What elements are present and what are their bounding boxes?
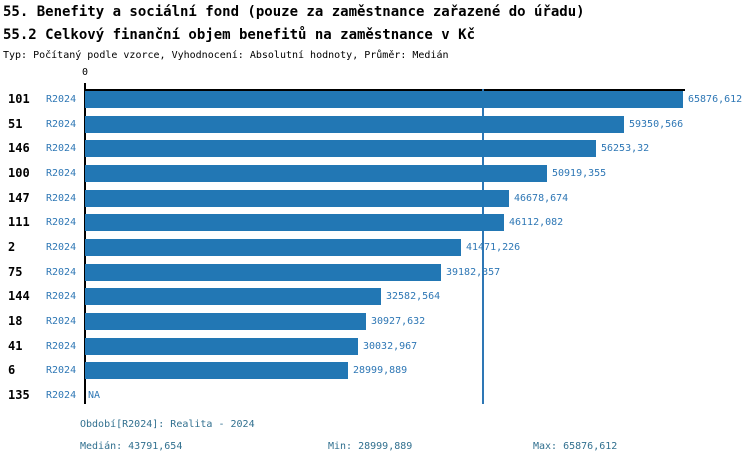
bar-row: 147 R2024 46678,674: [0, 189, 750, 207]
row-category-label: 100: [8, 165, 30, 180]
bar-row: 2 R2024 41471,226: [0, 238, 750, 256]
row-category-label: 41: [8, 338, 23, 353]
bar-value-label: 32582,564: [386, 291, 441, 303]
bar-value-label: 30927,632: [371, 315, 426, 327]
bar-value-label: 46112,082: [509, 217, 564, 229]
bar-row: 135 R2024 NA: [0, 387, 750, 404]
median-line: [482, 89, 484, 404]
bar: [85, 263, 441, 281]
x-axis-tick: [84, 83, 86, 89]
bar-row: 101 R2024 65876,612: [0, 91, 750, 108]
x-axis-zero-label: 0: [81, 67, 89, 78]
row-period-label: R2024: [46, 118, 77, 130]
row-category-label: 18: [8, 313, 23, 328]
bar-row: 18 R2024 30927,632: [0, 312, 750, 330]
footer-period-label: Období[R2024]: Realita - 2024: [80, 419, 255, 430]
bar: [85, 362, 348, 380]
footer-min-stat: Min: 28999,889: [328, 441, 413, 452]
row-category-label: 75: [8, 264, 23, 279]
row-period-label: R2024: [46, 291, 77, 303]
bar-row: 6 R2024 28999,889: [0, 362, 750, 380]
bar-value-label: 50919,355: [552, 167, 607, 179]
bar-row: 146 R2024 56253,32: [0, 140, 750, 158]
bar-value-label: 59350,566: [629, 118, 684, 130]
bar-value-label: 39182,357: [446, 266, 501, 278]
bar-value-label: 30032,967: [363, 340, 418, 352]
chart-title: 55. Benefity a sociální fond (pouze za z…: [3, 4, 585, 20]
bar: [85, 337, 358, 355]
bar-row: 144 R2024 32582,564: [0, 288, 750, 306]
bar: [85, 288, 381, 306]
bar-row: 100 R2024 50919,355: [0, 164, 750, 182]
row-period-label: R2024: [46, 365, 77, 377]
row-period-label: R2024: [46, 167, 77, 179]
bar: [85, 238, 461, 256]
bar-value-label: 65876,612: [688, 94, 743, 105]
footer-median-stat: Medián: 43791,654: [80, 441, 183, 452]
bar: [85, 115, 624, 133]
row-category-label: 144: [8, 289, 30, 304]
row-period-label: R2024: [46, 192, 77, 204]
row-period-label: R2024: [46, 143, 77, 155]
bar-value-label: 28999,889: [353, 365, 408, 377]
row-category-label: 51: [8, 116, 23, 131]
row-category-label: 2: [8, 239, 16, 254]
row-category-label: 146: [8, 141, 30, 156]
row-category-label: 135: [8, 387, 30, 402]
row-category-label: 111: [8, 215, 30, 230]
chart-meta-line: Typ: Počítaný podle vzorce, Vyhodnocení:…: [3, 50, 449, 61]
bar-value-label: 46678,674: [514, 192, 569, 204]
bar-row: 111 R2024 46112,082: [0, 214, 750, 232]
x-axis-line: [84, 89, 685, 91]
row-period-label: R2024: [46, 266, 77, 278]
row-period-label: R2024: [46, 217, 77, 229]
bar-na-label: NA: [88, 389, 101, 401]
bar-value-label: 41471,226: [466, 241, 521, 253]
row-period-label: R2024: [46, 241, 77, 253]
row-period-label: R2024: [46, 94, 77, 105]
bar: [85, 164, 547, 182]
bar: [85, 189, 509, 207]
row-period-label: R2024: [46, 315, 77, 327]
bar: [85, 140, 596, 158]
row-category-label: 6: [8, 363, 16, 378]
bar-value-label: 56253,32: [601, 143, 650, 155]
bar-row: 75 R2024 39182,357: [0, 263, 750, 281]
row-category-label: 101: [8, 92, 30, 106]
footer-max-stat: Max: 65876,612: [533, 441, 618, 452]
bar: [85, 91, 683, 108]
bar-row: 51 R2024 59350,566: [0, 115, 750, 133]
bar: [85, 214, 504, 232]
chart-subtitle: 55.2 Celkový finanční objem benefitů na …: [3, 27, 476, 43]
bar: [85, 312, 366, 330]
row-period-label: R2024: [46, 340, 77, 352]
row-period-label: R2024: [46, 389, 77, 401]
row-category-label: 147: [8, 190, 30, 205]
bar-row: 41 R2024 30032,967: [0, 337, 750, 355]
